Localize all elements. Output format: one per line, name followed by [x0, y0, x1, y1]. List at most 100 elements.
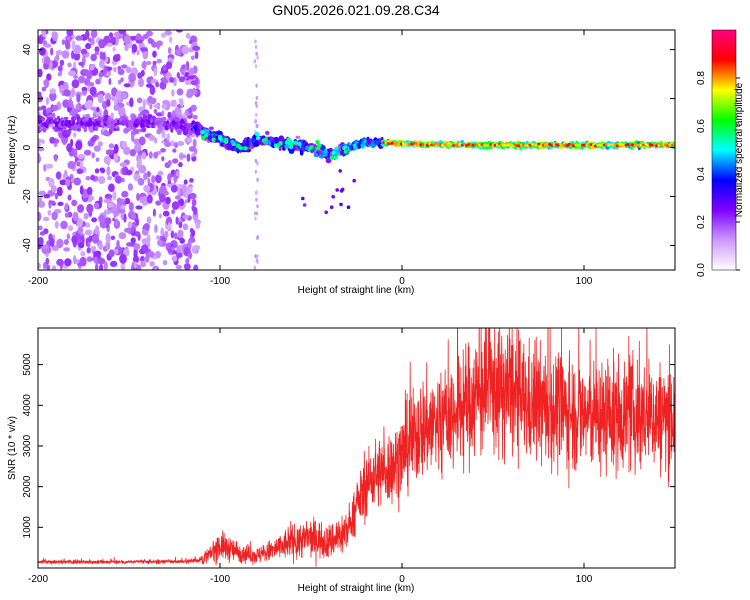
spectrogram-cell [165, 61, 173, 70]
spectrogram-cell [160, 148, 167, 153]
spectrogram-cell [118, 106, 126, 117]
spectrogram-cell [112, 54, 120, 62]
spectrogram-cell [163, 121, 168, 124]
spectrogram-cell [329, 205, 334, 209]
spectrogram-cell [123, 248, 130, 257]
spectrogram-cell [265, 130, 270, 136]
spectrogram-cell [38, 47, 46, 56]
spectrogram-cell [128, 202, 134, 212]
spectrogram-cell [148, 151, 153, 159]
spectrogram-cell [98, 39, 106, 49]
spectrogram-cell [173, 76, 177, 87]
spectrogram-cell [127, 221, 133, 229]
spectrogram-cell [174, 49, 181, 56]
spectrogram-cell [185, 258, 190, 265]
colorbar-bar [711, 29, 737, 271]
spectrogram-cell [184, 72, 189, 78]
spectrogram-cell [130, 213, 136, 221]
figure-title: GN05.2026.021.09.28.C34 [272, 2, 440, 18]
spectrogram-cell [142, 34, 149, 40]
spectrogram-cell [173, 232, 178, 240]
spectrogram-cell [143, 223, 150, 231]
spectrogram-cell [164, 141, 171, 148]
spectrogram-cell [331, 150, 336, 155]
spectrogram-cell [190, 55, 195, 61]
spectrogram-cell [63, 116, 69, 120]
spectrogram-cell [161, 156, 165, 162]
spectrogram-cell [71, 235, 78, 244]
spectrogram-cell [201, 135, 206, 141]
spectrogram-cell [97, 93, 104, 104]
y-tick-label: 5000 [22, 353, 33, 376]
spectrogram-cell [176, 252, 183, 258]
spectrogram-cell [172, 148, 177, 153]
spectrogram-cell [255, 96, 258, 100]
y-tick-label: -40 [22, 238, 33, 253]
spectrogram-cell [195, 221, 201, 229]
spectrogram-cell [90, 30, 98, 39]
spectrogram-cell [293, 140, 298, 145]
spectrogram-cell [71, 79, 80, 89]
spectrogram-cell [75, 35, 83, 41]
spectrogram-cell [323, 149, 328, 154]
spectrogram-cell [91, 217, 97, 223]
spectrogram-cell [211, 137, 216, 142]
spectrogram-cell [121, 92, 128, 99]
spectrogram-cell [183, 179, 188, 185]
spectrogram-cell [186, 153, 191, 162]
spectrogram-cell [133, 138, 141, 145]
spectrogram-cell [116, 197, 122, 204]
spectrogram-cell [105, 149, 114, 156]
y-tick-label: 0 [22, 144, 33, 150]
spectrogram-cell [105, 71, 112, 77]
spectrogram-cell [253, 59, 257, 64]
spectrogram-cell [161, 32, 166, 38]
spectrogram-cell [72, 211, 79, 222]
colorbar: 0.0 0.2 0.4 0.6 0.8 Normalized spectral ampl… [696, 29, 745, 277]
spectrogram-cell [76, 128, 82, 132]
spectrogram-cell [62, 82, 68, 90]
spectrogram-cell [155, 81, 160, 88]
spectrogram-cell [125, 119, 130, 124]
spectrogram-cell [116, 127, 120, 131]
spectrogram-cell [175, 264, 182, 270]
spectrogram-cell [156, 235, 161, 240]
spectrogram-cell [168, 117, 173, 121]
spectrogram-cell [146, 216, 152, 224]
spectrogram-cells [38, 30, 675, 270]
spectrogram-cell [329, 155, 334, 161]
spectrogram-cell [95, 78, 101, 85]
spectrogram-cell [185, 32, 191, 39]
spectrogram-cell [333, 155, 338, 160]
spectrogram-cell [136, 218, 139, 226]
spectrogram-cell [141, 244, 149, 253]
spectrogram-cell [106, 99, 111, 107]
spectrogram-cell [174, 116, 180, 122]
spectrogram-cell [69, 110, 78, 117]
spectrogram-cell [254, 254, 257, 259]
spectrogram-cell [95, 125, 99, 132]
spectrogram-cell [73, 148, 78, 159]
spectrogram-y-label: Frequency (Hz) [7, 116, 18, 185]
spectrogram-cell [141, 152, 147, 160]
y-tick-label: 4000 [22, 394, 33, 417]
spectrogram-cell [66, 129, 72, 135]
spectrogram-cell [100, 168, 106, 174]
spectrogram-cell [129, 97, 134, 108]
snr-frame [37, 327, 676, 569]
spectrogram-cell [113, 104, 120, 111]
spectrogram-cell [55, 171, 62, 180]
spectrogram-cell [157, 239, 164, 247]
spectrogram-cell [434, 142, 438, 145]
spectrogram-cell [255, 124, 259, 129]
spectrogram-cell [115, 90, 124, 100]
spectrogram-cell [230, 139, 235, 145]
spectrogram-cell [315, 139, 320, 145]
spectrogram-cell [146, 83, 153, 88]
spectrogram-cell [76, 218, 84, 228]
spectrogram-cell [98, 214, 106, 223]
spectrogram-cell [154, 224, 158, 234]
spectrogram-cell [335, 188, 340, 192]
spectrogram-cell [91, 116, 95, 121]
spectrogram-cell [103, 261, 108, 270]
